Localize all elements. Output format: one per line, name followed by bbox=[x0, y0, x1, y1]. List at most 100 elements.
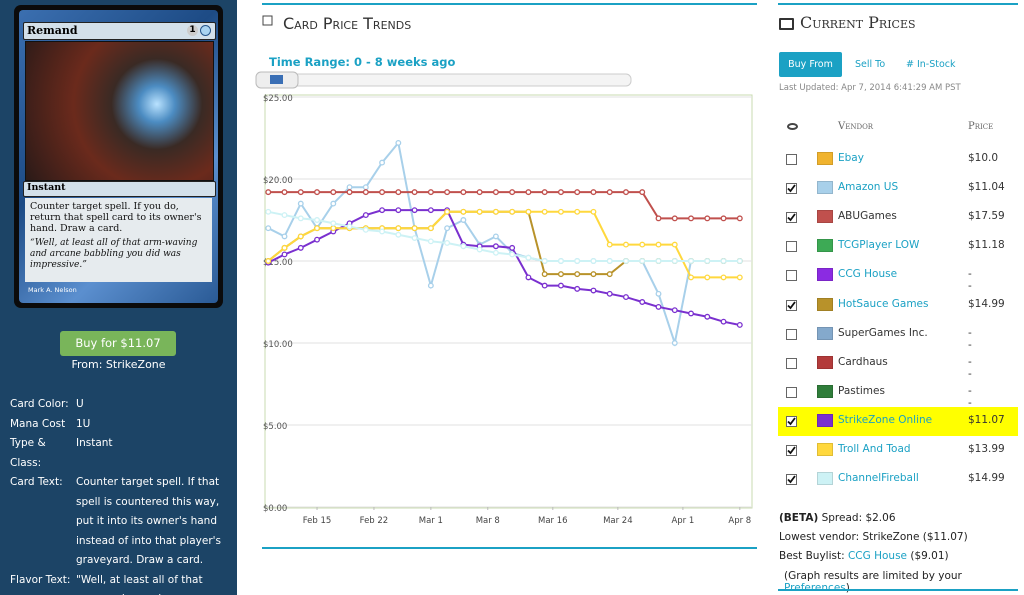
card-text-box: Counter target spell. If you do, return … bbox=[25, 198, 212, 282]
price-point bbox=[330, 225, 337, 232]
price-point bbox=[362, 226, 369, 233]
detail-value: 1U bbox=[76, 417, 91, 430]
price-point bbox=[427, 282, 434, 289]
vendor-name: Cardhaus bbox=[838, 355, 888, 368]
mana-symbol: 1 bbox=[187, 25, 198, 36]
tab-stock[interactable]: # In-Stock bbox=[906, 59, 956, 70]
price-point bbox=[411, 189, 418, 196]
price-point bbox=[606, 271, 613, 278]
price-point bbox=[395, 139, 402, 146]
price-point bbox=[297, 200, 304, 207]
lowest-vendor: Lowest vendor: StrikeZone ($11.07) bbox=[779, 531, 968, 543]
card-details: Card Color: U Mana Cost 1U Type & Class: Inst… bbox=[0, 395, 237, 595]
checkbox[interactable] bbox=[786, 299, 797, 311]
price-point bbox=[265, 258, 272, 264]
vendor-name[interactable]: HotSauce Games bbox=[838, 297, 929, 310]
check-mark bbox=[787, 475, 796, 484]
price-point bbox=[395, 231, 402, 238]
price-point bbox=[671, 215, 678, 222]
price-point bbox=[720, 274, 727, 281]
price-point bbox=[476, 189, 483, 196]
price-point bbox=[281, 233, 288, 240]
buylist-link[interactable]: CCG House bbox=[847, 550, 908, 562]
vendor-swatch bbox=[817, 152, 833, 165]
checkbox[interactable] bbox=[786, 357, 797, 369]
range-slider[interactable] bbox=[255, 73, 632, 87]
vendor-name[interactable]: Ebay bbox=[838, 152, 864, 164]
checkbox[interactable] bbox=[786, 270, 797, 282]
chart-title: Card Price Trends bbox=[283, 14, 411, 33]
price-point bbox=[606, 258, 613, 264]
checkbox[interactable] bbox=[786, 183, 797, 195]
checkbox[interactable] bbox=[786, 328, 797, 340]
price-point bbox=[574, 208, 581, 215]
price-point bbox=[720, 258, 727, 264]
vendor-name[interactable]: Amazon US bbox=[838, 181, 899, 194]
buylist-label: Best Buylist: bbox=[779, 550, 848, 562]
vendor-name[interactable]: CCG House bbox=[838, 268, 898, 281]
card-art bbox=[25, 41, 214, 181]
vendor-name[interactable]: StrikeZone Online bbox=[838, 413, 933, 426]
checkbox[interactable] bbox=[786, 212, 797, 224]
checkbox[interactable] bbox=[786, 474, 797, 486]
spread: (BETA) Spread: $2.06 bbox=[779, 512, 896, 524]
price-point bbox=[330, 220, 337, 227]
detail-value: Counter target spell. If that spell is c… bbox=[76, 476, 221, 566]
price-point bbox=[314, 217, 320, 223]
price-point bbox=[720, 215, 727, 222]
price-point bbox=[525, 274, 532, 281]
price-point bbox=[541, 258, 548, 264]
detail-value: Instant bbox=[76, 437, 113, 449]
checkbox[interactable] bbox=[786, 154, 797, 165]
price-point bbox=[525, 189, 532, 196]
price-point bbox=[623, 241, 629, 248]
check-path bbox=[787, 300, 796, 309]
price-point bbox=[704, 258, 711, 264]
price-point bbox=[379, 228, 386, 235]
checkbox[interactable] bbox=[786, 241, 797, 253]
price-point bbox=[671, 241, 678, 248]
price-point bbox=[297, 215, 304, 222]
price-point bbox=[346, 184, 353, 191]
price-point bbox=[265, 208, 272, 215]
price-point bbox=[639, 299, 646, 305]
checkbox[interactable] bbox=[786, 386, 797, 398]
price-point bbox=[639, 189, 646, 196]
price-point bbox=[411, 207, 418, 214]
vendor-swatch bbox=[817, 239, 833, 253]
vendor-name[interactable]: TCGPlayer LOW bbox=[838, 239, 920, 252]
mana-symbol-blue bbox=[200, 25, 211, 36]
checkbox[interactable] bbox=[786, 415, 797, 427]
vendor-name[interactable]: ChannelFireball bbox=[838, 472, 919, 485]
vendor-price: $11.04 bbox=[968, 181, 1005, 194]
price-point bbox=[704, 215, 711, 222]
vendor-swatch bbox=[817, 297, 833, 311]
price-point bbox=[492, 249, 499, 256]
price-point bbox=[395, 207, 402, 214]
checkbox[interactable] bbox=[786, 445, 797, 456]
preferences-link[interactable]: Preferences bbox=[784, 582, 846, 594]
x-tick-label: Apr 8 bbox=[728, 516, 751, 526]
card-image: Remand 1 Instant Counter target spell. I… bbox=[14, 5, 223, 308]
price-point bbox=[623, 189, 629, 196]
vendor-price: $10.0 bbox=[968, 152, 999, 164]
price-point bbox=[281, 244, 288, 251]
price-point bbox=[655, 241, 662, 248]
note-text: (Graph results are limited by your bbox=[784, 570, 962, 582]
price-point bbox=[671, 258, 678, 264]
price-point bbox=[427, 189, 434, 196]
tab-buy[interactable]: Buy From bbox=[779, 52, 842, 77]
buylist-price: ($9.01) bbox=[907, 550, 949, 562]
detail-row: Flavor Text: "Well, at least all of that … bbox=[0, 571, 237, 595]
vendor-name[interactable]: Troll And Toad bbox=[838, 443, 911, 455]
price-point bbox=[492, 208, 499, 215]
detail-row: Card Text: Counter target spell. If that … bbox=[0, 473, 237, 571]
price-point bbox=[720, 318, 727, 325]
best-buylist: Best Buylist: CCG House ($9.01) bbox=[779, 550, 949, 562]
tab-sell[interactable]: Sell To bbox=[855, 59, 886, 70]
calendar-icon bbox=[262, 15, 273, 26]
section-rule bbox=[778, 589, 1018, 591]
price-point bbox=[655, 290, 662, 297]
buy-button[interactable]: Buy for $11.07 bbox=[60, 331, 176, 356]
detail-label: Type & Class: bbox=[10, 437, 46, 469]
